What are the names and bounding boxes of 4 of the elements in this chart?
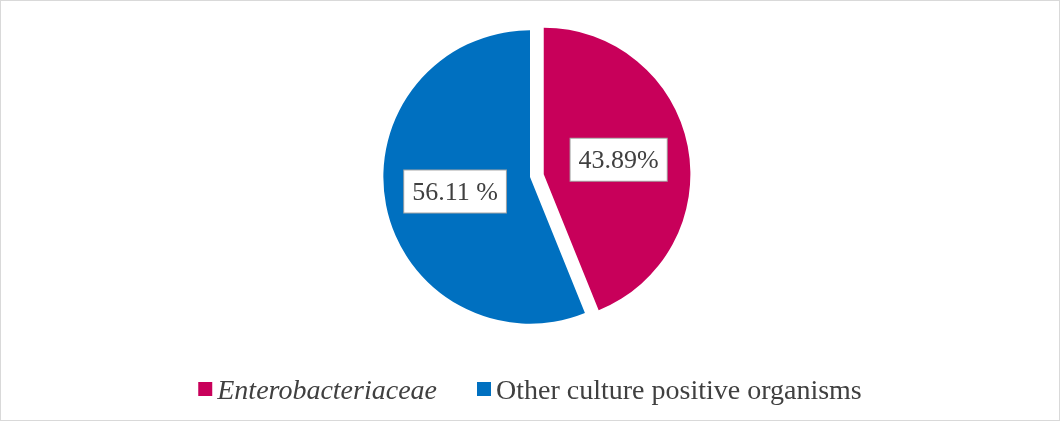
data-label: 43.89%: [578, 145, 659, 175]
data-label: 56.11 %: [412, 177, 498, 207]
legend-label: Enterobacteriaceae: [216, 373, 438, 405]
legend-label: Other culture positive organisms: [496, 373, 862, 405]
